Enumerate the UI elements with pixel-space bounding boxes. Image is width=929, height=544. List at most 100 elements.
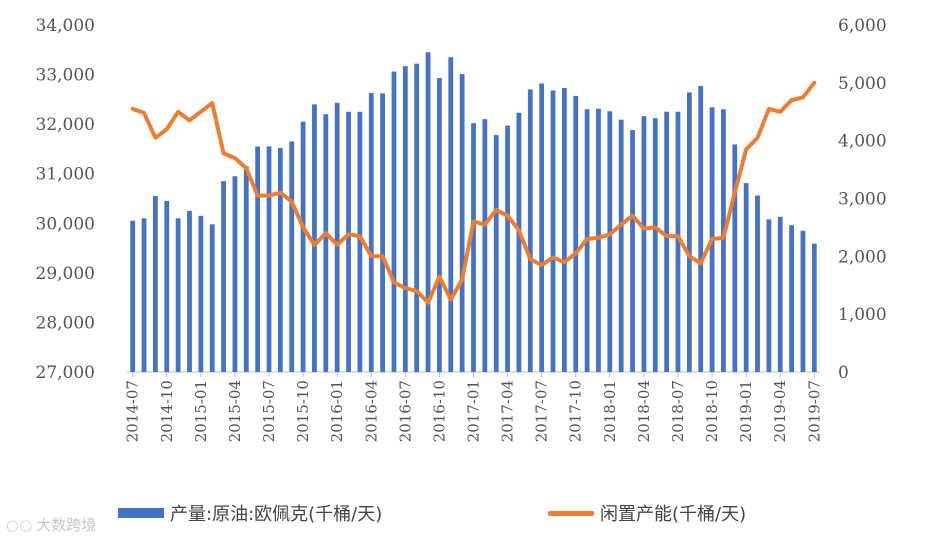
- left-axis-tick-label: 32,000: [36, 115, 95, 135]
- production-bar: [255, 146, 261, 372]
- production-bar: [800, 230, 806, 372]
- x-axis-tick-label: 2014-10: [158, 380, 176, 442]
- production-swatch: [118, 508, 164, 518]
- watermark: ○○ 大数跨境: [6, 514, 96, 535]
- production-bar: [721, 109, 726, 373]
- production-bar: [743, 183, 749, 372]
- production-bar: [459, 74, 465, 372]
- production-bar: [630, 130, 635, 372]
- left-axis-tick-label: 33,000: [36, 66, 95, 86]
- left-axis-tick-label: 31,000: [36, 165, 95, 185]
- production-bar: [482, 119, 488, 372]
- right-axis-tick-label: 4,000: [838, 132, 887, 152]
- production-bar: [664, 111, 670, 372]
- spare-capacity-line: [130, 80, 817, 305]
- production-bar: [698, 85, 704, 373]
- production-bar: [561, 87, 567, 372]
- production-bar: [243, 166, 249, 372]
- production-bar: [402, 66, 408, 372]
- production-bar: [675, 111, 681, 372]
- production-bar: [300, 121, 306, 373]
- production-bar: [811, 243, 817, 372]
- x-axis-tick-label: 2017-04: [499, 380, 517, 442]
- right-axis-tick-label: 1,000: [838, 305, 887, 325]
- production-bars: [130, 52, 817, 373]
- right-axis-tick-label: 3,000: [838, 190, 887, 210]
- legend-production: 产量:原油:欧佩克(千桶/天): [118, 500, 382, 526]
- right-axis-tick-label: 2,000: [838, 247, 887, 267]
- production-bar: [789, 225, 794, 372]
- production-bar: [232, 176, 238, 372]
- production-bar: [164, 200, 170, 372]
- right-axis-tick-label: 0: [838, 363, 849, 383]
- right-axis-tick-label: 5,000: [838, 74, 887, 94]
- production-bar: [130, 220, 136, 372]
- production-bar: [527, 89, 533, 372]
- production-bar: [414, 63, 420, 373]
- production-bar: [312, 104, 317, 373]
- production-bar: [493, 135, 499, 372]
- x-axis-tick-label: 2014-07: [124, 380, 142, 442]
- x-axis-tick-label: 2016-10: [430, 380, 448, 442]
- left-axis-ticks: 27,000 28,000 29,000 30,000 31,000 32,000 33,0…: [36, 16, 95, 383]
- x-axis-tick-label: 2018-07: [669, 380, 687, 442]
- production-bar: [641, 116, 647, 372]
- production-bar: [346, 111, 351, 372]
- production-bar: [323, 114, 329, 372]
- production-bar: [153, 196, 158, 372]
- production-bar: [686, 92, 692, 372]
- production-bar: [209, 224, 215, 372]
- production-bar: [471, 123, 476, 372]
- production-bar: [766, 219, 772, 372]
- production-bar: [141, 218, 147, 372]
- production-bar: [187, 210, 192, 372]
- legend-spare-capacity-label: 闲置产能(千桶/天): [600, 504, 747, 525]
- production-bar: [539, 83, 545, 372]
- production-bar: [391, 71, 397, 373]
- production-bar: [198, 215, 204, 372]
- production-bar: [618, 119, 624, 372]
- production-bar: [175, 218, 181, 372]
- production-bar: [425, 52, 431, 373]
- x-axis-tick-label: 2016-01: [328, 380, 346, 442]
- production-bar: [357, 111, 363, 372]
- x-axis-tick-label: 2018-10: [703, 380, 721, 442]
- x-axis-tick-label: 2016-04: [362, 380, 380, 442]
- legend-spare-capacity: 闲置产能(千桶/天): [548, 500, 746, 526]
- watermark-text: 大数跨境: [36, 516, 97, 534]
- left-axis-tick-label: 34,000: [36, 16, 95, 36]
- production-bar: [289, 141, 295, 372]
- production-bar: [596, 108, 601, 373]
- production-bar: [573, 95, 579, 372]
- right-axis-tick-label: 6,000: [838, 16, 887, 36]
- x-axis-tick-label: 2019-07: [805, 380, 823, 442]
- production-bar: [380, 93, 386, 372]
- watermark-logo-icon: ○○: [6, 515, 33, 534]
- left-axis-tick-label: 28,000: [36, 313, 95, 333]
- x-axis-tick-label: 2019-04: [771, 380, 789, 442]
- production-bar: [437, 78, 442, 372]
- production-bar: [516, 112, 522, 373]
- right-axis-ticks: 0 1,000 2,000 3,000 4,000 5,000 6,000: [838, 16, 887, 383]
- x-axis-tick-label: 2017-07: [533, 380, 551, 442]
- production-bar: [221, 181, 226, 372]
- x-axis-tick-label: 2015-07: [260, 380, 278, 442]
- x-axis-tick-label: 2017-10: [567, 380, 585, 442]
- production-bar: [448, 57, 454, 372]
- x-axis-tick-label: 2016-07: [396, 380, 414, 442]
- production-bar: [755, 195, 760, 372]
- x-axis-tick-label: 2018-04: [635, 380, 653, 442]
- production-bar: [607, 111, 613, 373]
- spare-capacity-swatch: [548, 510, 594, 516]
- x-axis-tick-label: 2015-04: [226, 380, 244, 442]
- x-axis-tick-label: 2015-01: [192, 380, 210, 442]
- production-bar: [505, 125, 510, 372]
- left-axis-tick-label: 27,000: [36, 363, 95, 383]
- production-bar: [652, 118, 658, 373]
- legend-production-label: 产量:原油:欧佩克(千桶/天): [170, 504, 383, 525]
- left-axis-tick-label: 30,000: [36, 214, 95, 234]
- production-bar: [777, 216, 783, 372]
- production-bar: [550, 90, 556, 372]
- x-axis-tick-label: 2019-01: [737, 380, 755, 442]
- x-axis-tick-label: 2018-01: [601, 380, 619, 442]
